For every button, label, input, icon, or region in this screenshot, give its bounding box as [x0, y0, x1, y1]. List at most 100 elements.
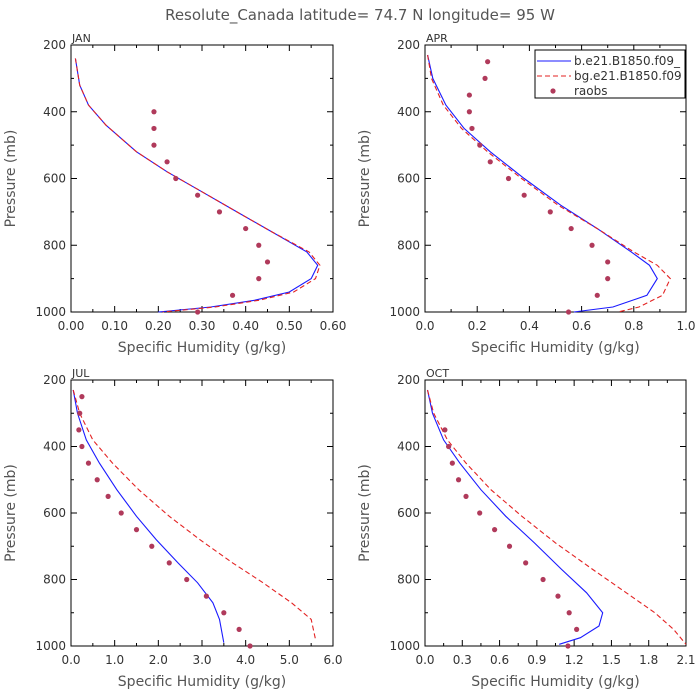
- raobs-point: [455, 477, 462, 483]
- x-tick-label: 0.2: [468, 319, 487, 333]
- raobs-point: [605, 276, 611, 282]
- raobs-point: [469, 125, 475, 132]
- y-tick-label: 600: [397, 172, 420, 186]
- raobs-point: [149, 543, 155, 549]
- legend-box: [534, 49, 686, 99]
- raobs-point: [605, 259, 611, 265]
- panel-title: OCT: [426, 367, 449, 380]
- raobs-point: [589, 242, 595, 248]
- figure-title: Resolute_Canada latitude= 74.7 N longitu…: [165, 6, 555, 25]
- raobs-point: [487, 159, 493, 165]
- x-tick-label: 0.9: [527, 653, 546, 667]
- raobs-point: [574, 626, 580, 632]
- panel-jul: JUL 0.0 1.0 2.0 3.0 4.0 5.0 6.0 200 400 600 800 1000…: [3, 367, 343, 690]
- raobs-point: [506, 543, 513, 549]
- y-tick-label: 600: [43, 172, 66, 186]
- x-tick-label: 0.6: [490, 653, 509, 667]
- x-tick-label: 0.20: [145, 319, 172, 333]
- panel-apr: APR 0.0 0.2 0.4 0.6 0.8 1.0 200 400 600 800 1000 Spe…: [357, 32, 696, 356]
- raobs-point: [151, 125, 157, 132]
- y-axis-label: Pressure (mb): [3, 130, 19, 228]
- y-tick-label: 400: [397, 440, 420, 454]
- raobs-point: [94, 477, 100, 483]
- raobs-point: [216, 209, 223, 215]
- legend-label: raobs: [574, 84, 608, 98]
- x-axis-label: Specific Humidity (g/kg): [118, 674, 286, 690]
- y-axis-label: Pressure (mb): [3, 464, 19, 562]
- raobs-point: [477, 142, 483, 148]
- y-tick-label: 1000: [389, 639, 420, 653]
- plot-frame: [70, 44, 334, 313]
- raobs-point: [195, 309, 201, 315]
- x-tick-label: 1.2: [565, 653, 584, 667]
- plot-frame: [424, 379, 687, 647]
- raobs-point: [151, 109, 157, 115]
- raobs-point: [77, 410, 83, 416]
- raobs-point: [166, 560, 172, 566]
- raobs-point: [118, 510, 124, 516]
- legend-label: b.e21.B1850.f09_: [574, 54, 681, 68]
- raobs-point: [477, 510, 483, 516]
- series-line-bg: [72, 389, 317, 640]
- raobs-point: [164, 159, 170, 165]
- raobs-point: [221, 610, 227, 616]
- raobs-point: [76, 427, 82, 433]
- series-line-bg: [426, 389, 687, 645]
- raobs-point: [236, 626, 242, 632]
- raobs-point: [568, 225, 574, 232]
- raobs-point: [482, 75, 488, 81]
- x-tick-label: 1.0: [676, 319, 695, 333]
- y-tick-label: 200: [397, 38, 420, 52]
- x-axis-label: Specific Humidity (g/kg): [471, 340, 639, 356]
- x-axis-label: Specific Humidity (g/kg): [471, 674, 639, 690]
- raobs-point: [492, 527, 498, 533]
- y-tick-label: 600: [43, 506, 66, 520]
- raobs-point: [256, 242, 262, 248]
- x-tick-label: 4.0: [236, 653, 255, 667]
- legend-label: bg.e21.B1850.f09: [574, 69, 682, 83]
- raobs-point: [485, 59, 491, 65]
- x-tick-label: 1.0: [105, 653, 124, 667]
- raobs-point: [105, 493, 111, 499]
- raobs-point: [442, 427, 448, 433]
- panel-title: JUL: [71, 367, 90, 380]
- legend-swatch-dot: [550, 88, 556, 94]
- x-tick-label: 0.3: [453, 653, 472, 667]
- raobs-point: [264, 259, 271, 265]
- raobs-point: [446, 443, 452, 450]
- raobs-point: [565, 643, 571, 649]
- x-tick-label: 0.8: [624, 319, 643, 333]
- x-tick-label: 6.0: [323, 653, 342, 667]
- series-line-bg: [427, 54, 671, 313]
- raobs-point: [449, 460, 455, 466]
- x-tick-label: 0.0: [415, 319, 434, 333]
- raobs-point: [565, 309, 572, 315]
- x-tick-label: 5.0: [280, 653, 299, 667]
- x-tick-label: 1.5: [602, 653, 621, 667]
- raobs-point: [566, 610, 572, 616]
- raobs-point: [79, 443, 85, 450]
- raobs-point: [247, 643, 253, 649]
- raobs-point: [523, 560, 529, 566]
- y-tick-label: 800: [43, 573, 66, 587]
- x-tick-label: 2.0: [149, 653, 168, 667]
- raobs-point: [555, 593, 561, 599]
- raobs-point: [173, 175, 179, 182]
- x-tick-label: 0.6: [572, 319, 591, 333]
- plot-frame: [70, 379, 334, 647]
- raobs-point: [463, 493, 469, 499]
- raobs-point: [521, 192, 527, 198]
- x-tick-label: 2.1: [676, 653, 695, 667]
- y-tick-label: 400: [43, 105, 66, 119]
- raobs-point: [547, 209, 553, 215]
- y-tick-label: 1000: [389, 305, 420, 319]
- raobs-point: [505, 175, 512, 182]
- raobs-point: [195, 192, 201, 198]
- raobs-point: [133, 527, 140, 533]
- y-tick-label: 800: [397, 238, 420, 252]
- x-tick-label: 1.8: [639, 653, 658, 667]
- panel-title: JAN: [71, 32, 91, 45]
